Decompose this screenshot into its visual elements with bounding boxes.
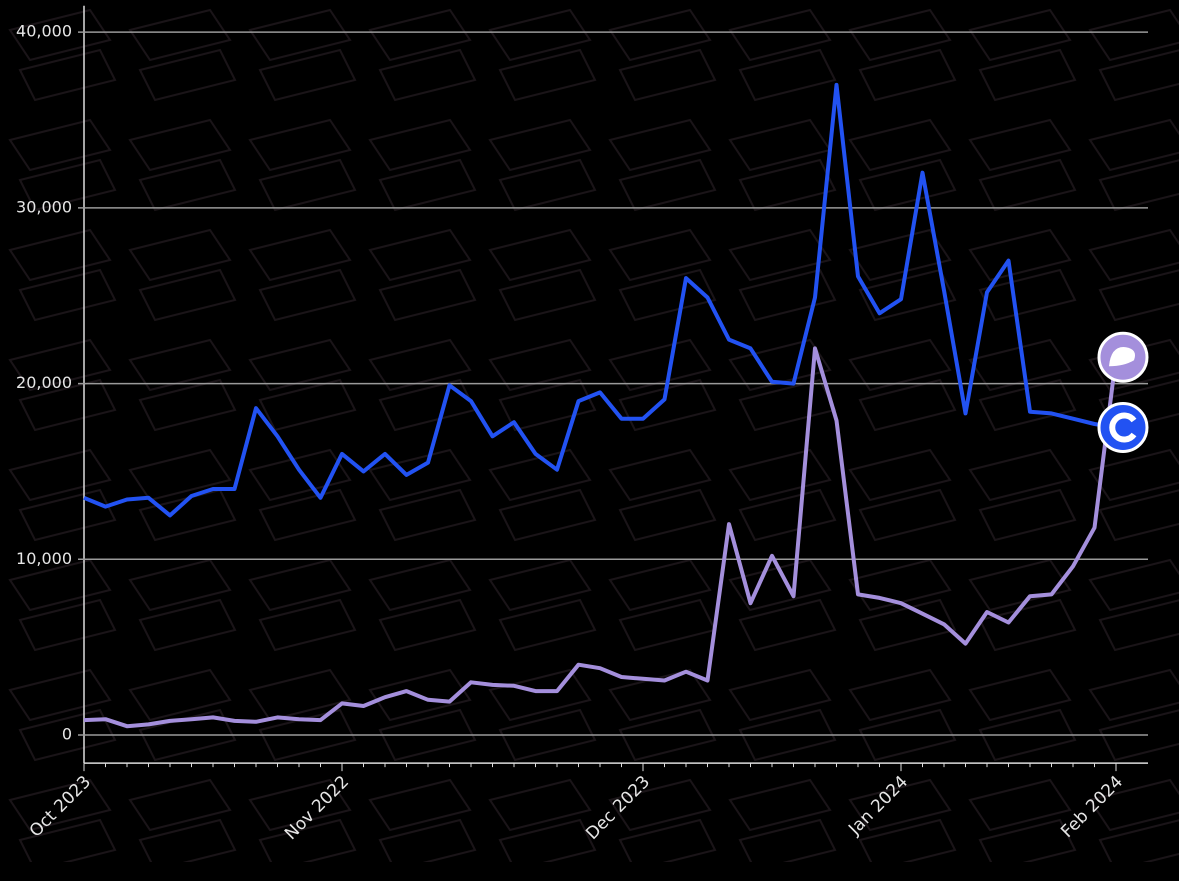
- y-tick-label: 10,000: [16, 549, 72, 568]
- y-tick-label: 30,000: [16, 197, 72, 216]
- y-tick-label: 20,000: [16, 373, 72, 392]
- logo-badge: [1097, 401, 1149, 453]
- background: [0, 0, 1179, 862]
- y-tick-label: 0: [62, 724, 72, 743]
- logo-glyph: [1109, 347, 1135, 367]
- series-line: [83, 82, 1117, 518]
- series-line: [83, 346, 1118, 729]
- y-tick-label: 40,000: [16, 22, 72, 41]
- logo-glyph: [1109, 412, 1137, 443]
